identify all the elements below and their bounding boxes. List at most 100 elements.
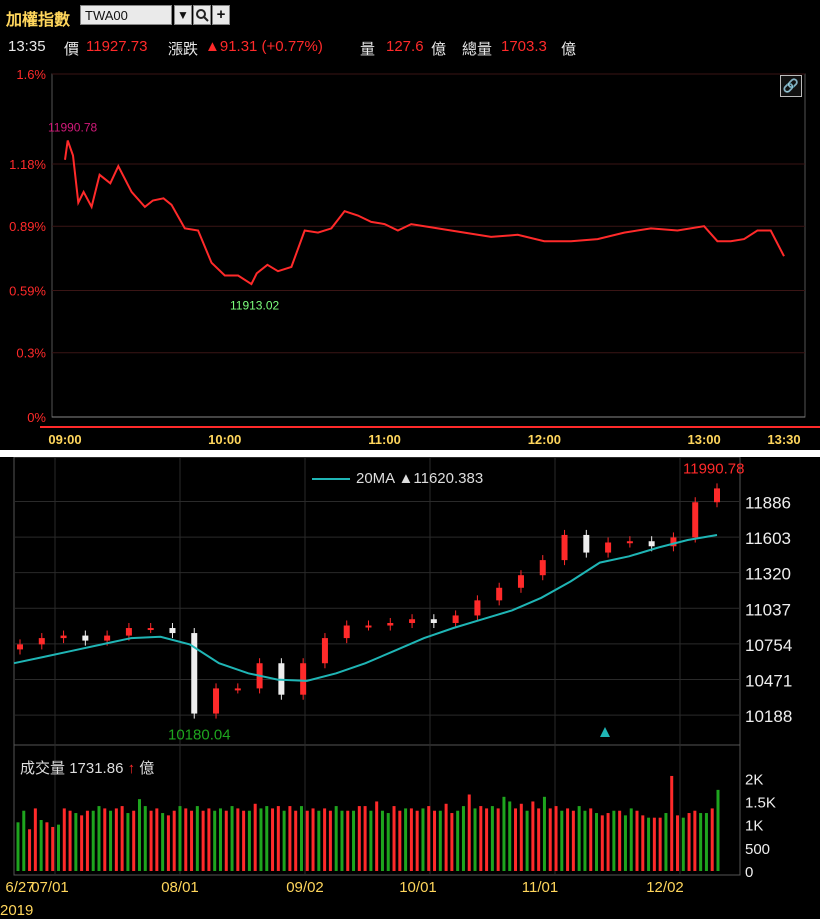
candle-body bbox=[147, 628, 154, 631]
chevron-down-icon[interactable]: ▼ bbox=[174, 5, 192, 25]
candle-body bbox=[169, 628, 176, 634]
volume-bar bbox=[201, 810, 205, 871]
candle-body bbox=[583, 534, 590, 553]
candle-body bbox=[82, 635, 89, 641]
total-label: 總量 bbox=[462, 41, 493, 58]
volume-bar bbox=[74, 813, 78, 871]
volume-bar bbox=[16, 822, 20, 871]
volume-bar bbox=[531, 801, 535, 871]
price-tick-label: 11037 bbox=[745, 600, 791, 619]
volume-bar bbox=[600, 815, 604, 871]
volume-bar bbox=[247, 810, 251, 871]
volume-bar bbox=[519, 803, 523, 871]
volume-bar bbox=[137, 799, 141, 871]
volume-bar bbox=[305, 810, 309, 871]
volume-bar bbox=[467, 794, 471, 871]
plot-frame bbox=[51, 73, 806, 418]
volume-bar bbox=[456, 810, 460, 871]
link-icon[interactable]: 🔗 bbox=[780, 75, 802, 97]
candle-body bbox=[561, 534, 568, 561]
candle-body bbox=[104, 635, 111, 641]
volume-tick-label: 500 bbox=[745, 841, 770, 858]
volume-bar bbox=[242, 810, 246, 871]
volume-tick-label: 1.5K bbox=[745, 794, 776, 811]
y-tick-label: 0% bbox=[27, 410, 46, 425]
volume-bar bbox=[80, 815, 84, 871]
volume-bar bbox=[438, 810, 442, 871]
volume-bar bbox=[236, 808, 240, 871]
search-icon[interactable] bbox=[193, 5, 211, 25]
volume-bar bbox=[606, 813, 610, 871]
intraday-chart: 1.6% 1.18% 0.89% 0.59% 0.3% 0%09:00 10:00 11:00… bbox=[9, 67, 820, 447]
volume-bar bbox=[433, 810, 437, 871]
volume-bar bbox=[230, 806, 234, 871]
intraday-line bbox=[64, 140, 785, 286]
volume-bar bbox=[392, 806, 396, 871]
volume-bar bbox=[421, 808, 425, 871]
volume-bar bbox=[577, 806, 581, 871]
volume-bar bbox=[566, 808, 570, 871]
volume-title: 成交量 bbox=[20, 760, 66, 777]
volume-bar bbox=[386, 813, 390, 871]
candle-body bbox=[714, 488, 720, 503]
volume-bar bbox=[114, 808, 118, 871]
y-tick-label: 0.3% bbox=[16, 346, 46, 361]
volume-legend: 成交量 1731.86 ↑ 億 bbox=[20, 757, 154, 778]
volume-bar bbox=[271, 808, 275, 871]
candle-body bbox=[213, 688, 220, 714]
volume-bar bbox=[560, 810, 564, 871]
daily-chart: 11886 11603 11320 11037 10754 10471 10188 11990… bbox=[0, 457, 792, 919]
volume-bar bbox=[612, 810, 616, 871]
volume-bar bbox=[502, 796, 506, 871]
candle-body bbox=[321, 638, 328, 664]
volume-bar bbox=[635, 810, 639, 871]
volume-bar bbox=[375, 801, 379, 871]
candle-body bbox=[191, 633, 198, 714]
volume-bar bbox=[664, 813, 668, 871]
plus-icon[interactable]: + bbox=[212, 5, 230, 25]
volume-bar bbox=[699, 813, 703, 871]
volume-bar bbox=[490, 806, 494, 871]
price-tick-label: 10188 bbox=[745, 707, 792, 726]
volume-bar bbox=[398, 810, 402, 871]
volume-label: 量 bbox=[360, 41, 376, 58]
volume-tick-label: 0 bbox=[745, 864, 753, 881]
volume-bar bbox=[253, 803, 257, 871]
ma-legend: 20MA ▲11620.383 bbox=[312, 470, 483, 487]
volume-bar bbox=[161, 813, 165, 871]
volume-bar bbox=[103, 808, 107, 871]
candle-body bbox=[60, 635, 67, 639]
volume-bar bbox=[178, 806, 182, 871]
volume-total: 1731.86 bbox=[69, 760, 124, 777]
change-value: ▲91.31 (+0.77%) bbox=[205, 38, 323, 55]
candle-body bbox=[125, 628, 132, 636]
volume-bar bbox=[311, 808, 315, 871]
volume-bar bbox=[716, 789, 720, 871]
x-tick-label: 11:00 bbox=[368, 432, 401, 447]
daily-high-label: 11990.78 bbox=[683, 460, 744, 477]
volume-bar bbox=[652, 817, 656, 871]
candle-body bbox=[300, 663, 307, 695]
daily-low-label: 10180.04 bbox=[168, 726, 231, 743]
volume-bar bbox=[618, 810, 622, 871]
volume-bar bbox=[595, 813, 599, 871]
volume-bar bbox=[22, 810, 26, 871]
date-tick-label: 10/01 bbox=[399, 879, 437, 896]
volume-bar bbox=[409, 808, 413, 871]
volume-bar bbox=[190, 810, 194, 871]
total-value: 1703.3 bbox=[501, 38, 547, 55]
volume-bar bbox=[56, 824, 60, 871]
x-tick-label: 09:00 bbox=[48, 432, 81, 447]
y-tick-label: 1.6% bbox=[16, 67, 46, 82]
candle-body bbox=[452, 615, 459, 623]
candle-body bbox=[670, 537, 677, 547]
volume-bar bbox=[629, 808, 633, 871]
volume-bar bbox=[288, 806, 292, 871]
symbol-input[interactable]: TWA00 bbox=[80, 5, 172, 25]
volume-bar bbox=[380, 810, 384, 871]
daily-frame bbox=[13, 457, 741, 876]
volume-bar bbox=[444, 803, 448, 871]
volume-bar bbox=[195, 806, 199, 871]
volume-bar bbox=[485, 808, 489, 871]
volume-bar bbox=[427, 806, 431, 871]
